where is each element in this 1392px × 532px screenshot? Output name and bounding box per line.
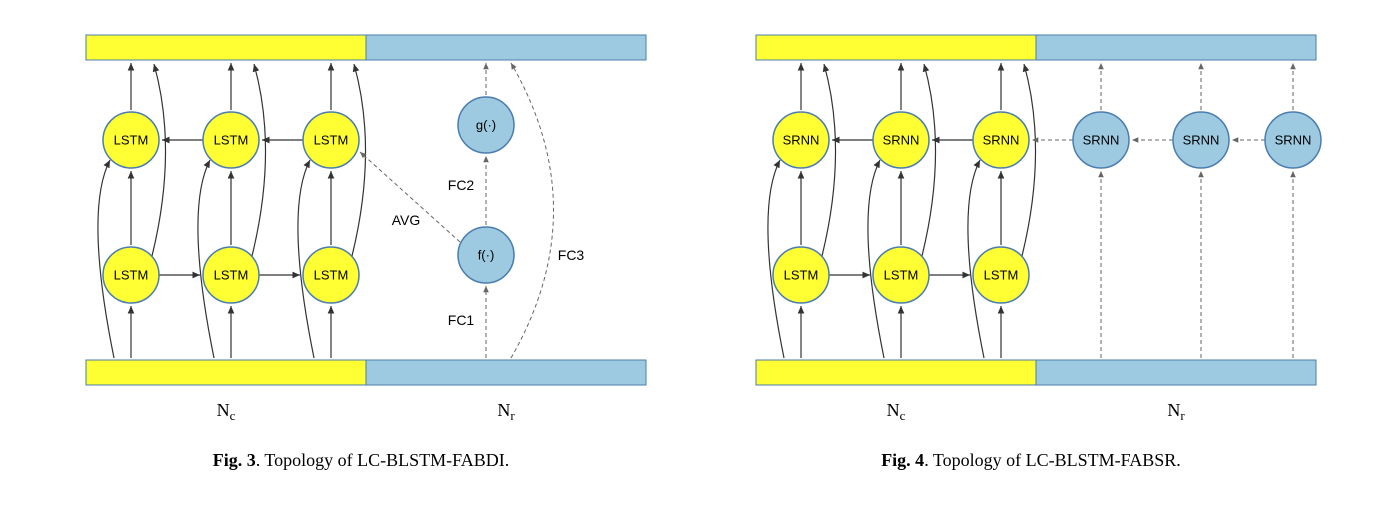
fig4-svg: SRNN SRNN SRNN SRNN SRNN SRNN LSTM LSTM … xyxy=(736,20,1326,420)
svg-text:LSTM: LSTM xyxy=(114,268,149,283)
svg-text:SRNN: SRNN xyxy=(1183,133,1220,148)
top-lstm-0: LSTM xyxy=(103,112,159,168)
fc1-label: FC1 xyxy=(448,312,475,328)
bot-lstm-1: LSTM xyxy=(203,247,259,303)
svg-text:SRNN: SRNN xyxy=(883,133,920,148)
bot-lstm-0: LSTM xyxy=(103,247,159,303)
top-bar-left xyxy=(756,35,1036,60)
svg-text:LSTM: LSTM xyxy=(784,268,819,283)
top-srnn-5: SRNN xyxy=(1265,112,1321,168)
fig3-panel: FC1 FC2 FC3 AVG LSTM LSTM LSTM LSTM LSTM… xyxy=(66,20,656,471)
nr-label: Nr xyxy=(497,400,515,420)
bot-lstm-2: LSTM xyxy=(303,247,359,303)
f-node: f(·) xyxy=(458,227,514,283)
bot-bar-right xyxy=(366,360,646,385)
svg-text:SRNN: SRNN xyxy=(783,133,820,148)
svg-text:SRNN: SRNN xyxy=(983,133,1020,148)
top-bar-left xyxy=(86,35,366,60)
svg-text:g(·): g(·) xyxy=(476,118,496,133)
g-node: g(·) xyxy=(458,97,514,153)
bot-lstm-0: LSTM xyxy=(773,247,829,303)
svg-text:LSTM: LSTM xyxy=(884,268,919,283)
bot-lstm-1: LSTM xyxy=(873,247,929,303)
nc-label: Nc xyxy=(217,400,236,420)
bot-bar-left xyxy=(756,360,1036,385)
top-lstm-2: LSTM xyxy=(303,112,359,168)
nc-label: Nc xyxy=(887,400,906,420)
top-srnn-0: SRNN xyxy=(773,112,829,168)
svg-text:LSTM: LSTM xyxy=(214,133,249,148)
svg-text:LSTM: LSTM xyxy=(214,268,249,283)
fc2-label: FC2 xyxy=(448,177,475,193)
svg-text:LSTM: LSTM xyxy=(314,133,349,148)
nr-label: Nr xyxy=(1167,400,1185,420)
bot-bar-left xyxy=(86,360,366,385)
svg-text:f(·): f(·) xyxy=(478,248,495,263)
avg-label: AVG xyxy=(392,212,421,228)
svg-text:LSTM: LSTM xyxy=(314,268,349,283)
svg-text:LSTM: LSTM xyxy=(114,133,149,148)
top-srnn-2: SRNN xyxy=(973,112,1029,168)
fig3-svg: FC1 FC2 FC3 AVG LSTM LSTM LSTM LSTM LSTM… xyxy=(66,20,656,420)
fig4-caption: Fig. 4. Topology of LC-BLSTM-FABSR. xyxy=(736,450,1326,471)
svg-text:LSTM: LSTM xyxy=(984,268,1019,283)
svg-text:SRNN: SRNN xyxy=(1275,133,1312,148)
top-srnn-4: SRNN xyxy=(1173,112,1229,168)
fc3-label: FC3 xyxy=(558,247,585,263)
fig3-caption: Fig. 3. Topology of LC-BLSTM-FABDI. xyxy=(66,450,656,471)
svg-text:SRNN: SRNN xyxy=(1083,133,1120,148)
bot-bar-right xyxy=(1036,360,1316,385)
top-bar-right xyxy=(1036,35,1316,60)
bot-lstm-2: LSTM xyxy=(973,247,1029,303)
top-srnn-3: SRNN xyxy=(1073,112,1129,168)
fig4-panel: SRNN SRNN SRNN SRNN SRNN SRNN LSTM LSTM … xyxy=(736,20,1326,471)
top-srnn-1: SRNN xyxy=(873,112,929,168)
top-lstm-1: LSTM xyxy=(203,112,259,168)
top-bar-right xyxy=(366,35,646,60)
